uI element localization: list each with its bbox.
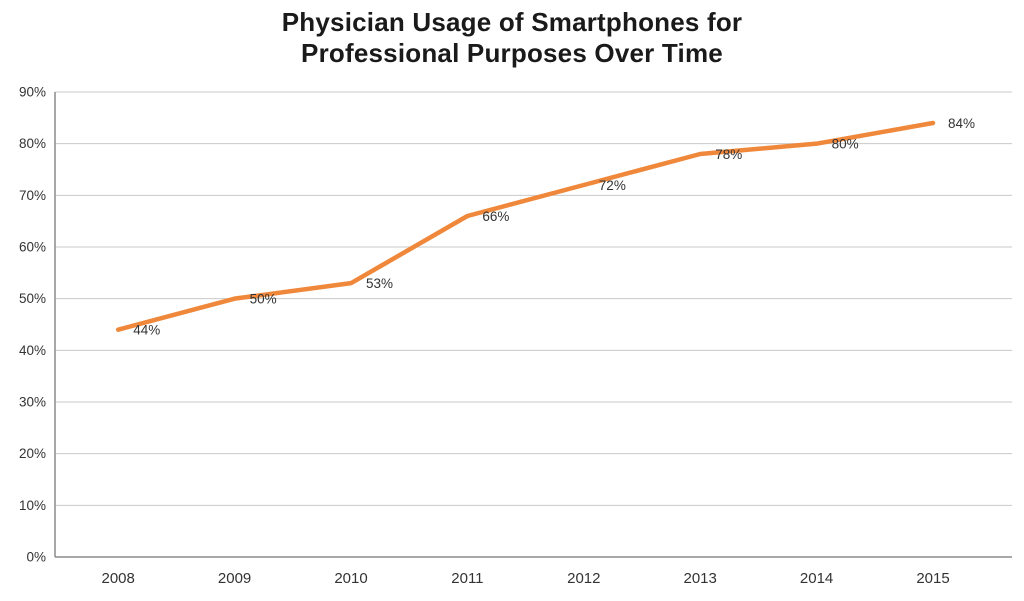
data-point-label: 53%	[366, 276, 393, 291]
data-point-label: 80%	[832, 137, 859, 152]
y-axis-tick-label: 0%	[26, 550, 46, 565]
data-point-label: 44%	[133, 323, 160, 338]
y-axis-tick-label: 20%	[19, 446, 46, 461]
y-axis-tick-label: 60%	[19, 240, 46, 255]
usage-trend-line	[115, 120, 936, 332]
x-axis-tick-label: 2008	[102, 570, 135, 587]
y-axis-tick-label: 30%	[19, 395, 46, 410]
chart-title: Physician Usage of Smartphones for Profe…	[0, 7, 1024, 69]
chart-title-line1: Physician Usage of Smartphones for	[281, 7, 743, 37]
y-axis-tick-label: 90%	[19, 85, 46, 100]
x-axis-tick-label: 2014	[800, 570, 833, 587]
data-point-label: 66%	[482, 209, 509, 224]
y-axis-tick-label: 50%	[19, 291, 46, 306]
x-axis-tick-label: 2009	[218, 570, 251, 587]
chart-title-line2: Professional Purposes Over Time	[301, 38, 723, 68]
x-axis-tick-label: 2013	[684, 570, 717, 587]
x-axis-tick-label: 2012	[567, 570, 600, 587]
data-point-label: 84%	[948, 116, 975, 131]
data-point-label: 78%	[715, 147, 742, 162]
y-axis-tick-label: 10%	[19, 498, 46, 513]
y-axis-tick-label: 40%	[19, 343, 46, 358]
data-point-label: 50%	[250, 292, 277, 307]
x-axis-tick-label: 2010	[334, 570, 367, 587]
y-axis-tick-label: 70%	[19, 188, 46, 203]
x-axis-tick-label: 2011	[451, 570, 483, 587]
x-axis-tick-label: 2015	[916, 570, 949, 587]
data-point-label: 72%	[599, 178, 626, 193]
y-axis-tick-label: 80%	[19, 136, 46, 151]
